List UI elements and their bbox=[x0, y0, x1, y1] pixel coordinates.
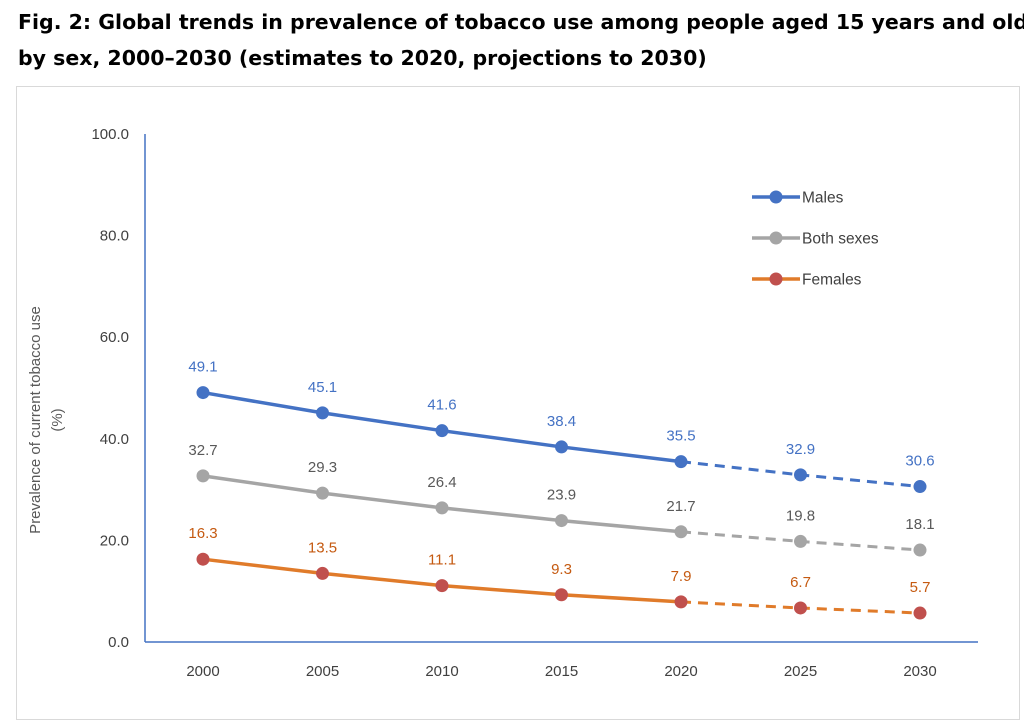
data-point-males bbox=[435, 424, 449, 438]
data-label-males: 41.6 bbox=[427, 397, 456, 414]
data-point-females bbox=[674, 595, 688, 609]
y-tick-label: 80.0 bbox=[100, 228, 129, 245]
data-point-both-sexes bbox=[316, 486, 329, 500]
x-tick-label: 2010 bbox=[425, 663, 458, 680]
data-label-both-sexes: 21.7 bbox=[666, 498, 695, 515]
figure-title-line-1: Fig. 2: Global trends in prevalence of t… bbox=[18, 10, 1024, 34]
data-point-both-sexes bbox=[435, 501, 449, 515]
data-point-females bbox=[555, 588, 568, 602]
data-label-females: 9.3 bbox=[551, 561, 572, 578]
chart-frame bbox=[16, 86, 1020, 720]
figure-title-line-2: by sex, 2000–2030 (estimates to 2020, pr… bbox=[18, 46, 707, 70]
data-label-both-sexes: 32.7 bbox=[188, 442, 217, 459]
y-axis-title-unit: (%) bbox=[49, 408, 66, 431]
figure-title: Fig. 2: Global trends in prevalence of t… bbox=[18, 4, 1024, 76]
x-tick-label: 2020 bbox=[664, 663, 697, 680]
data-label-males: 30.6 bbox=[905, 453, 934, 470]
y-tick-label: 0.0 bbox=[108, 634, 129, 651]
legend-swatch-marker bbox=[769, 231, 783, 245]
legend-label: Males bbox=[802, 190, 844, 207]
data-point-both-sexes bbox=[555, 514, 568, 528]
x-tick-label: 2030 bbox=[903, 663, 936, 680]
data-label-both-sexes: 18.1 bbox=[905, 516, 934, 533]
data-label-females: 11.1 bbox=[428, 552, 456, 569]
data-point-both-sexes bbox=[196, 469, 210, 483]
x-tick-label: 2000 bbox=[186, 663, 219, 680]
data-label-both-sexes: 29.3 bbox=[308, 459, 337, 476]
series-both-sexes: 32.7 29.3 26.4 23.9 21.7 19.8 18.1 bbox=[188, 442, 935, 557]
data-label-males: 38.4 bbox=[547, 413, 576, 430]
series-layer: 49.1 45.1 41.6 38.4 35.5 32.9 30.6 32.7 29.3 26.4… bbox=[188, 359, 935, 620]
data-point-females bbox=[316, 566, 329, 580]
legend-label: Both sexes bbox=[802, 231, 879, 248]
x-tick-label: 2025 bbox=[784, 663, 817, 680]
data-point-males bbox=[794, 468, 807, 482]
y-tick-label: 40.0 bbox=[100, 431, 129, 448]
data-point-males bbox=[316, 406, 329, 420]
data-point-males bbox=[555, 440, 568, 454]
data-point-females bbox=[435, 579, 449, 593]
x-tick-label: 2015 bbox=[545, 663, 578, 680]
data-point-males bbox=[196, 386, 210, 400]
series-males: 49.1 45.1 41.6 38.4 35.5 32.9 30.6 bbox=[188, 359, 935, 494]
data-point-females bbox=[794, 601, 807, 615]
data-point-females bbox=[196, 552, 210, 566]
data-label-males: 35.5 bbox=[666, 428, 695, 445]
data-point-both-sexes bbox=[794, 534, 807, 548]
data-label-both-sexes: 19.8 bbox=[786, 507, 815, 524]
data-label-females: 13.5 bbox=[308, 539, 337, 556]
series-females: 16.3 13.5 11.1 9.3 7.9 6.7 5.7 bbox=[188, 525, 931, 620]
data-label-both-sexes: 26.4 bbox=[427, 474, 456, 491]
data-label-females: 7.9 bbox=[671, 568, 692, 585]
legend-item-females: Females bbox=[752, 272, 862, 289]
axes: 0.0 20.0 40.0 60.0 80.0 100.0 2000 2005 2010 2015… bbox=[27, 126, 978, 680]
y-tick-label: 20.0 bbox=[100, 532, 129, 549]
legend-swatch-marker bbox=[769, 272, 783, 286]
data-label-males: 32.9 bbox=[786, 441, 815, 458]
data-label-females: 5.7 bbox=[910, 579, 931, 596]
legend-item-both-sexes: Both sexes bbox=[752, 231, 879, 248]
data-label-females: 16.3 bbox=[188, 525, 217, 542]
data-point-females bbox=[913, 606, 927, 620]
data-point-males bbox=[913, 480, 927, 494]
data-point-males bbox=[674, 455, 688, 469]
legend: Males Both sexes Females bbox=[752, 190, 879, 289]
data-label-males: 49.1 bbox=[188, 359, 217, 376]
data-label-females: 6.7 bbox=[790, 574, 811, 591]
legend-swatch-marker bbox=[769, 190, 783, 204]
y-tick-label: 60.0 bbox=[100, 329, 129, 346]
y-axis-title: Prevalence of current tobacco use bbox=[27, 306, 44, 534]
legend-item-males: Males bbox=[752, 190, 844, 207]
x-tick-label: 2005 bbox=[306, 663, 339, 680]
data-point-both-sexes bbox=[913, 543, 927, 557]
data-point-both-sexes bbox=[674, 525, 688, 539]
legend-label: Females bbox=[802, 272, 862, 289]
data-label-both-sexes: 23.9 bbox=[547, 487, 576, 504]
data-label-males: 45.1 bbox=[308, 379, 337, 396]
y-tick-label: 100.0 bbox=[91, 126, 129, 143]
